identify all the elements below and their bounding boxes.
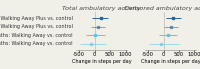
Text: 12 months: Walking Away vs. control: 12 months: Walking Away vs. control: [0, 33, 73, 38]
Text: 12 months: Walking Away Plus vs. control: 12 months: Walking Away Plus vs. control: [0, 16, 73, 21]
Title: Censored ambulatory activity: Censored ambulatory activity: [124, 6, 200, 11]
Text: 48 months: Walking Away Plus vs. control: 48 months: Walking Away Plus vs. control: [0, 24, 73, 29]
X-axis label: Change in steps per day: Change in steps per day: [141, 59, 200, 64]
Text: 48 months: Walking Away vs. control: 48 months: Walking Away vs. control: [0, 41, 73, 46]
Title: Total ambulatory activity: Total ambulatory activity: [62, 6, 141, 11]
X-axis label: Change in steps per day: Change in steps per day: [72, 59, 131, 64]
